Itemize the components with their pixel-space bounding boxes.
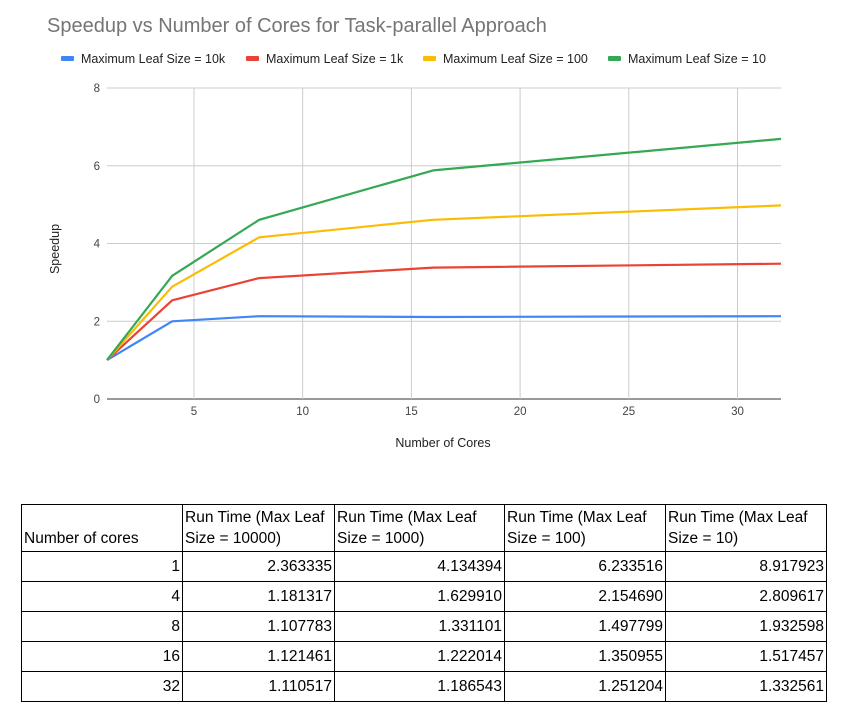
table-row: 32 1.110517 1.186543 1.251204 1.332561 [21,671,827,702]
table-cell: 1.629910 [334,581,505,612]
table-cell: 1.110517 [182,671,335,702]
x-tick-label: 15 [405,406,418,418]
table-header-row: Number of cores Run Time (Max Leaf Size … [21,504,827,552]
table-cell: 1.331101 [334,611,505,642]
table-cell: 6.233516 [504,551,666,582]
y-tick-label: 6 [94,161,100,173]
table-cell: 1.186543 [334,671,505,702]
table-cell: 1.107783 [182,611,335,642]
table-cell: 16 [21,641,183,672]
table-cell: 1 [21,551,183,582]
legend-swatch [61,56,74,61]
table-cell: 2.154690 [504,581,666,612]
header-run-time-1000: Run Time (Max Leaf Size = 1000) [334,504,505,552]
legend-label: Maximum Leaf Size = 100 [443,52,588,66]
y-axis-label: Speedup [48,224,62,274]
table-cell: 2.363335 [182,551,335,582]
header-run-time-10000: Run Time (Max Leaf Size = 10000) [182,504,335,552]
table-cell: 1.251204 [504,671,666,702]
legend-swatch [423,56,436,61]
y-tick-label: 4 [94,239,101,251]
series-line-1 [106,315,782,362]
x-tick-label: 25 [622,406,635,418]
table-cell: 1.222014 [334,641,505,672]
axis-ticks: 0 2 4 6 8 5 10 15 20 25 30 [94,83,744,418]
table-row: 16 1.121461 1.222014 1.350955 1.517457 [21,641,827,672]
legend-swatch [608,56,621,61]
y-tick-label: 8 [94,83,100,95]
table-cell: 1.932598 [665,611,827,642]
series-line-4 [106,137,782,361]
table-row: 8 1.107783 1.331101 1.497799 1.932598 [21,611,827,642]
speedup-chart: Speedup vs Number of Cores for Task-para… [47,15,782,450]
table-row: 1 2.363335 4.134394 6.233516 8.917923 [21,551,827,582]
y-tick-label: 2 [94,316,100,328]
chart-grid [107,87,781,400]
series-line-3 [106,204,782,361]
x-tick-label: 5 [191,406,197,418]
x-tick-label: 30 [731,406,744,418]
table-cell: 1.332561 [665,671,827,702]
header-run-time-10: Run Time (Max Leaf Size = 10) [665,504,827,552]
table-cell: 8.917923 [665,551,827,582]
chart-title: Speedup vs Number of Cores for Task-para… [47,15,547,37]
table-cell: 1.181317 [182,581,335,612]
table-row: 4 1.181317 1.629910 2.154690 2.809617 [21,581,827,612]
header-run-time-100: Run Time (Max Leaf Size = 100) [504,504,666,552]
header-number-of-cores: Number of cores [21,504,183,552]
legend-label: Maximum Leaf Size = 10 [628,52,766,66]
table-cell: 2.809617 [665,581,827,612]
table-cell: 4 [21,581,183,612]
x-tick-label: 10 [296,406,309,418]
legend-label: Maximum Leaf Size = 10k [81,52,226,66]
x-tick-label: 20 [514,406,527,418]
x-axis-label: Number of Cores [395,436,490,450]
chart-series [106,137,782,362]
table-cell: 8 [21,611,183,642]
table-cell: 32 [21,671,183,702]
table-cell: 1.517457 [665,641,827,672]
table-cell: 4.134394 [334,551,505,582]
table-cell: 1.121461 [182,641,335,672]
chart-legend: Maximum Leaf Size = 10k Maximum Leaf Size… [61,52,766,66]
table-cell: 1.350955 [504,641,666,672]
run-time-table: Number of cores Run Time (Max Leaf Size … [21,504,827,702]
table-cell: 1.497799 [504,611,666,642]
y-tick-label: 0 [94,394,100,406]
series-line-2 [106,262,782,361]
legend-label: Maximum Leaf Size = 1k [266,52,404,66]
legend-swatch [246,56,259,61]
